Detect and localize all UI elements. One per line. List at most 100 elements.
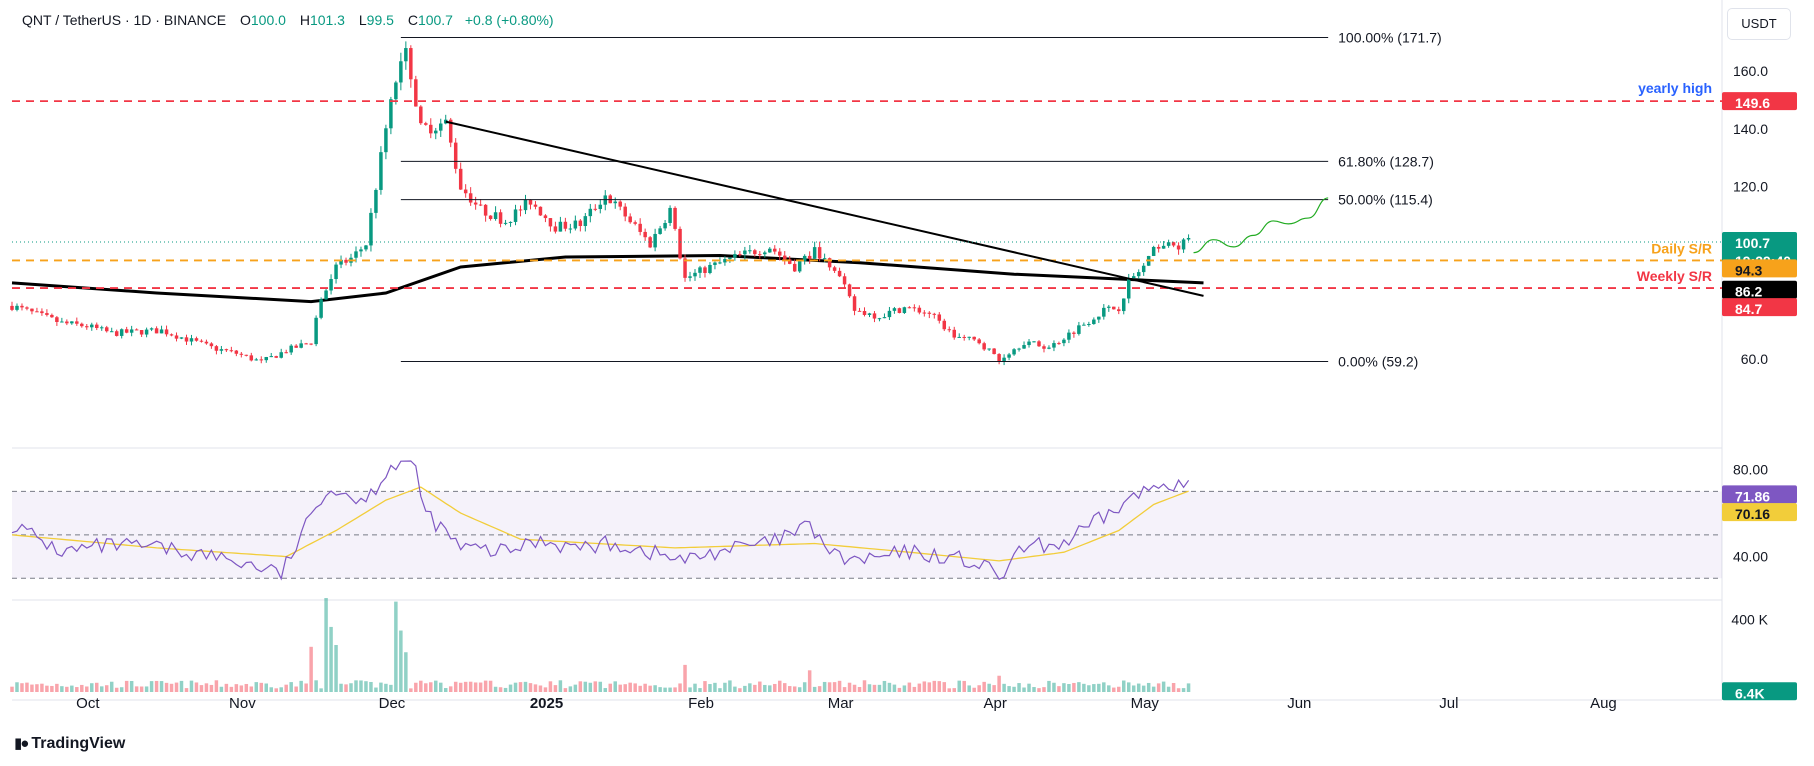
volume-bar: [837, 680, 842, 692]
volume-bar: [718, 688, 722, 692]
volume-bar: [75, 687, 79, 692]
candle-body: [35, 311, 39, 313]
candle-body: [463, 189, 468, 194]
candle-body: [728, 257, 732, 260]
candle-body: [194, 338, 199, 341]
volume-bar: [917, 683, 922, 692]
symbol-title[interactable]: QNT / TetherUS · 1D · BINANCE: [22, 12, 227, 28]
volume-bar: [259, 682, 264, 692]
volume-bar: [468, 681, 473, 692]
candle-body: [488, 215, 493, 219]
volume-bar: [45, 685, 49, 692]
currency-button[interactable]: USDT: [1727, 8, 1791, 40]
volume-bar: [613, 681, 617, 692]
volume-bar: [1141, 685, 1146, 692]
candle-body: [134, 329, 139, 331]
volume-bar: [394, 601, 398, 692]
time-axis-tick: Dec: [379, 695, 406, 712]
close-value: 100.7: [417, 12, 453, 28]
candle-body: [618, 201, 622, 207]
candle-body: [573, 220, 578, 229]
volume-bar: [643, 683, 647, 692]
candle-body: [473, 202, 478, 205]
volume-bar: [199, 685, 204, 692]
candle-body: [45, 313, 49, 315]
tradingview-logo-icon: ▮●: [14, 735, 29, 752]
candle-body: [1122, 298, 1126, 312]
candle-body: [1161, 245, 1166, 249]
volume-bar: [947, 688, 952, 692]
volume-bar: [902, 685, 907, 692]
candle-body: [932, 313, 937, 315]
time-axis-tick: Jul: [1439, 695, 1458, 712]
candle-body: [982, 343, 986, 350]
candle-body: [922, 312, 927, 314]
volume-bar: [144, 686, 149, 692]
candle-body: [1027, 341, 1031, 346]
volume-bar: [1161, 681, 1166, 692]
candle-body: [787, 259, 792, 264]
volume-bar: [488, 680, 493, 692]
rsi-ma-badge: [1722, 503, 1797, 522]
volume-bar: [299, 680, 303, 692]
volume-bar: [379, 682, 383, 692]
volume-bar: [683, 664, 687, 692]
candle-body: [743, 250, 747, 255]
candle-body: [523, 199, 528, 211]
volume-bar: [972, 687, 976, 692]
volume-bar: [1176, 688, 1181, 692]
candle-body: [1112, 306, 1116, 310]
volume-bar: [593, 681, 598, 692]
volume-bar: [224, 683, 229, 692]
volume-bar: [533, 684, 538, 692]
candle-body: [399, 61, 403, 83]
candle-body: [304, 343, 308, 345]
candle-body: [718, 262, 722, 264]
volume-bar: [15, 682, 19, 692]
volume-bar: [802, 682, 807, 692]
volume-bar: [264, 683, 269, 692]
candle-body: [713, 262, 717, 265]
candle-body: [119, 329, 124, 336]
volume-bar: [633, 683, 637, 692]
volume-bar: [698, 688, 702, 692]
candle-body: [1176, 245, 1181, 250]
candle-body: [633, 222, 637, 224]
candle-body: [658, 228, 662, 234]
price-axis-tick: 140.0: [1733, 121, 1768, 137]
candle-body: [837, 270, 842, 277]
candle-body: [124, 329, 129, 333]
candle-body: [723, 259, 727, 263]
volume-bar: [219, 686, 224, 692]
candle-body: [1136, 272, 1141, 277]
candle-body: [802, 255, 807, 262]
volume-bar: [852, 684, 857, 692]
volume-bar: [344, 684, 348, 692]
candle-body: [528, 199, 533, 205]
candle-body: [468, 193, 473, 203]
candle-body: [797, 261, 802, 272]
tradingview-brand[interactable]: ▮● TradingView: [14, 734, 125, 753]
candle-body: [962, 336, 966, 338]
sr-level-label: Daily S/R: [1651, 240, 1712, 256]
candle-body: [434, 130, 438, 134]
candle-body: [1057, 343, 1061, 345]
candle-body: [1156, 246, 1161, 249]
volume-bar: [748, 683, 752, 692]
volume-bar: [708, 684, 712, 692]
volume-bar: [239, 685, 244, 692]
volume-bar: [90, 683, 94, 692]
candle-body: [498, 212, 503, 224]
volume-bar: [458, 682, 463, 692]
candle-body: [1107, 306, 1111, 308]
weekly-sr-badge-text: 84.7: [1735, 301, 1762, 317]
candle-body: [40, 311, 44, 314]
time-axis-tick: Mar: [828, 695, 854, 712]
volume-bar: [812, 686, 817, 692]
volume-bar: [768, 685, 772, 692]
candle-body: [643, 231, 647, 238]
candle-body: [359, 249, 363, 252]
volume-bar: [787, 686, 792, 692]
candle-body: [20, 305, 24, 308]
